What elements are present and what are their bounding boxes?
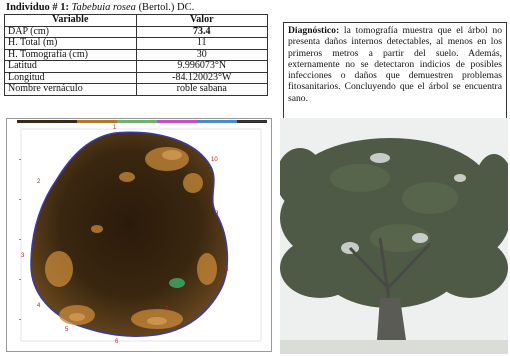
individual-title: Individuo # 1: Tabebuia rosea (Bertol.) … <box>6 2 194 13</box>
row-variable: Longitud <box>4 71 137 84</box>
row-value: roble sabana <box>135 83 268 96</box>
row-value: 73.4 <box>135 25 268 38</box>
row-variable: Latitud <box>4 60 137 73</box>
tomography-panel: 1 2 3 4 5 6 7 8 9 10 <box>6 118 272 352</box>
row-value: 9.996073°N <box>135 60 268 73</box>
sensor-label: 4 <box>37 303 41 309</box>
table-row: Latitud 9.996073°N <box>4 60 268 73</box>
sensor-label: 1 <box>113 125 117 131</box>
table-header-row: Variable Valor <box>4 14 268 27</box>
row-value: 11 <box>135 37 268 50</box>
row-variable: DAP (cm) <box>4 25 137 38</box>
sensor-label: 5 <box>65 327 69 333</box>
sensor-label: 8 <box>225 267 229 273</box>
tomography-image: 1 2 3 4 5 6 7 8 9 10 <box>17 120 267 345</box>
sensor-label: 7 <box>165 307 169 313</box>
sensor-label: 3 <box>21 253 25 259</box>
row-value: -84.120023°W <box>135 71 268 84</box>
diagnosis-text: la tomografía muestra que el árbol no pr… <box>288 25 502 104</box>
sensor-label: 2 <box>37 179 41 185</box>
row-variable: Nombre vernáculo <box>4 83 137 96</box>
cross-section <box>30 131 229 338</box>
species-name: Tabebuia rosea <box>71 2 136 13</box>
table-row: H. Tomografía (cm) 30 <box>4 48 268 61</box>
table-row: DAP (cm) 73.4 <box>4 25 268 38</box>
column-header-valor: Valor <box>135 14 268 27</box>
sensor-label: 9 <box>215 211 219 217</box>
table-row: H. Total (m) 11 <box>4 37 268 50</box>
tree-photo <box>280 118 508 354</box>
tree-data-table: Variable Valor DAP (cm) 73.4 H. Total (m… <box>4 14 268 96</box>
diagnosis-label: Diagnóstico: <box>288 25 340 36</box>
column-header-variable: Variable <box>4 14 137 27</box>
row-variable: H. Total (m) <box>4 37 137 50</box>
title-prefix: Individuo # 1: <box>6 2 70 13</box>
row-value: 30 <box>135 48 268 61</box>
sensor-label: 6 <box>115 339 119 345</box>
table-row: Nombre vernáculo roble sabana <box>4 83 268 96</box>
row-variable: H. Tomografía (cm) <box>4 48 137 61</box>
species-authority: (Bertol.) DC. <box>138 2 195 13</box>
tree-image <box>280 118 508 354</box>
sensor-label: 10 <box>211 157 218 163</box>
table-row: Longitud -84.120023°W <box>4 71 268 84</box>
